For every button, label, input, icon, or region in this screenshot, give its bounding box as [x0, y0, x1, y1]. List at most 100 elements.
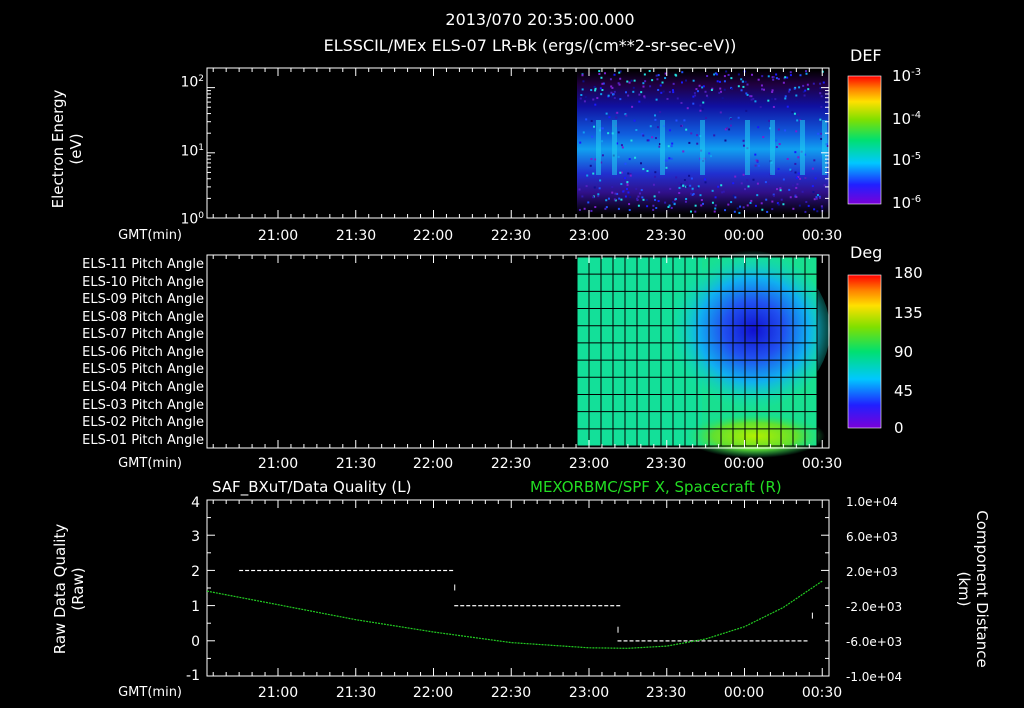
deg-tick-45: 45 [894, 382, 914, 400]
speckle [619, 98, 622, 101]
speckle [779, 189, 782, 192]
quality-mark [743, 640, 748, 642]
speckle [673, 203, 676, 206]
speckle [821, 70, 824, 73]
speckle [820, 205, 823, 208]
speckle [613, 73, 616, 76]
speckle [666, 159, 669, 162]
speckle [774, 98, 777, 101]
speckle [793, 87, 796, 90]
speckle [783, 77, 786, 80]
quality-mark [791, 640, 796, 642]
pa-grid [576, 256, 818, 447]
speckle [649, 125, 652, 128]
speckle [777, 78, 780, 81]
speckle [775, 73, 778, 76]
speckle [680, 183, 683, 186]
speckle [594, 206, 597, 209]
quality-mark [526, 605, 531, 607]
quality-mark [629, 640, 634, 642]
speckle [717, 185, 720, 188]
speckle [767, 99, 770, 102]
speckle [585, 118, 588, 121]
speckle [632, 90, 635, 93]
speckle [803, 94, 806, 97]
speckle [730, 77, 733, 80]
quality-mark [383, 569, 388, 572]
speckle [775, 139, 778, 142]
speckle [616, 192, 619, 195]
p3-rtick-m1e4: -1.0e+04 [846, 670, 903, 684]
speckle [599, 87, 602, 90]
speckle [652, 183, 655, 186]
speckle [617, 155, 620, 158]
p3-ytick-2: 2 [191, 564, 200, 580]
speckle [624, 113, 627, 116]
speckle [590, 89, 593, 92]
speckle [654, 171, 657, 174]
speckle [672, 91, 675, 94]
speckle [618, 71, 621, 74]
quality-mark [683, 640, 688, 642]
panel2-ticks [212, 255, 823, 448]
speckle [670, 206, 673, 209]
pa-high-region [685, 414, 825, 458]
energy-spectrogram [577, 70, 829, 214]
speckle [658, 145, 661, 148]
quality-mark [257, 569, 262, 572]
speckle [597, 193, 600, 196]
speckle [766, 210, 769, 213]
quality-mark [635, 640, 640, 642]
quality-mark [472, 605, 477, 607]
speckle [762, 136, 765, 139]
speckle [659, 84, 662, 87]
speckle [636, 198, 639, 201]
speckle [630, 79, 633, 82]
panel2-frame [206, 254, 830, 449]
speckle [757, 164, 760, 167]
speckle [704, 178, 707, 181]
speckle [806, 83, 809, 86]
speckle [609, 78, 612, 81]
speckle [614, 192, 617, 195]
speckle [739, 205, 742, 208]
speckle [658, 191, 661, 194]
quality-mark [556, 605, 561, 607]
speckle [761, 208, 764, 211]
speckle [784, 76, 787, 79]
speckle [617, 82, 620, 85]
quality-mark [365, 569, 370, 572]
p1-ytick-10: 101 [180, 143, 204, 160]
speckle [670, 145, 673, 148]
speckle [594, 89, 597, 92]
speckle [694, 94, 697, 97]
speckle [778, 143, 781, 146]
speckle [795, 186, 798, 189]
speckle [630, 139, 633, 142]
speckle [648, 70, 651, 73]
speckle [811, 167, 814, 170]
speckle [598, 70, 601, 73]
speckle [605, 112, 608, 115]
speckle [784, 97, 787, 100]
quality-mark [251, 569, 256, 572]
speckle [601, 127, 604, 130]
timestamp-title: 2013/070 20:35:00.000 [445, 10, 635, 29]
speckle [714, 196, 717, 199]
speckle [581, 88, 584, 91]
speckle [795, 195, 798, 198]
speckle [754, 100, 757, 103]
p3-xtick-2130: 21:30 [335, 685, 377, 701]
speckle [678, 186, 681, 189]
speckle [623, 177, 626, 180]
p1-time-axis-label: GMT(min) [118, 228, 182, 243]
speckle [728, 128, 731, 131]
speckle [742, 139, 745, 142]
speckle [657, 200, 660, 203]
speckle [797, 172, 800, 175]
p3-xtick-2300: 23:00 [568, 685, 610, 701]
quality-mark [761, 640, 766, 642]
speckle [635, 197, 638, 200]
speckle [688, 141, 691, 144]
p3-xtick-2200: 22:00 [412, 685, 454, 701]
